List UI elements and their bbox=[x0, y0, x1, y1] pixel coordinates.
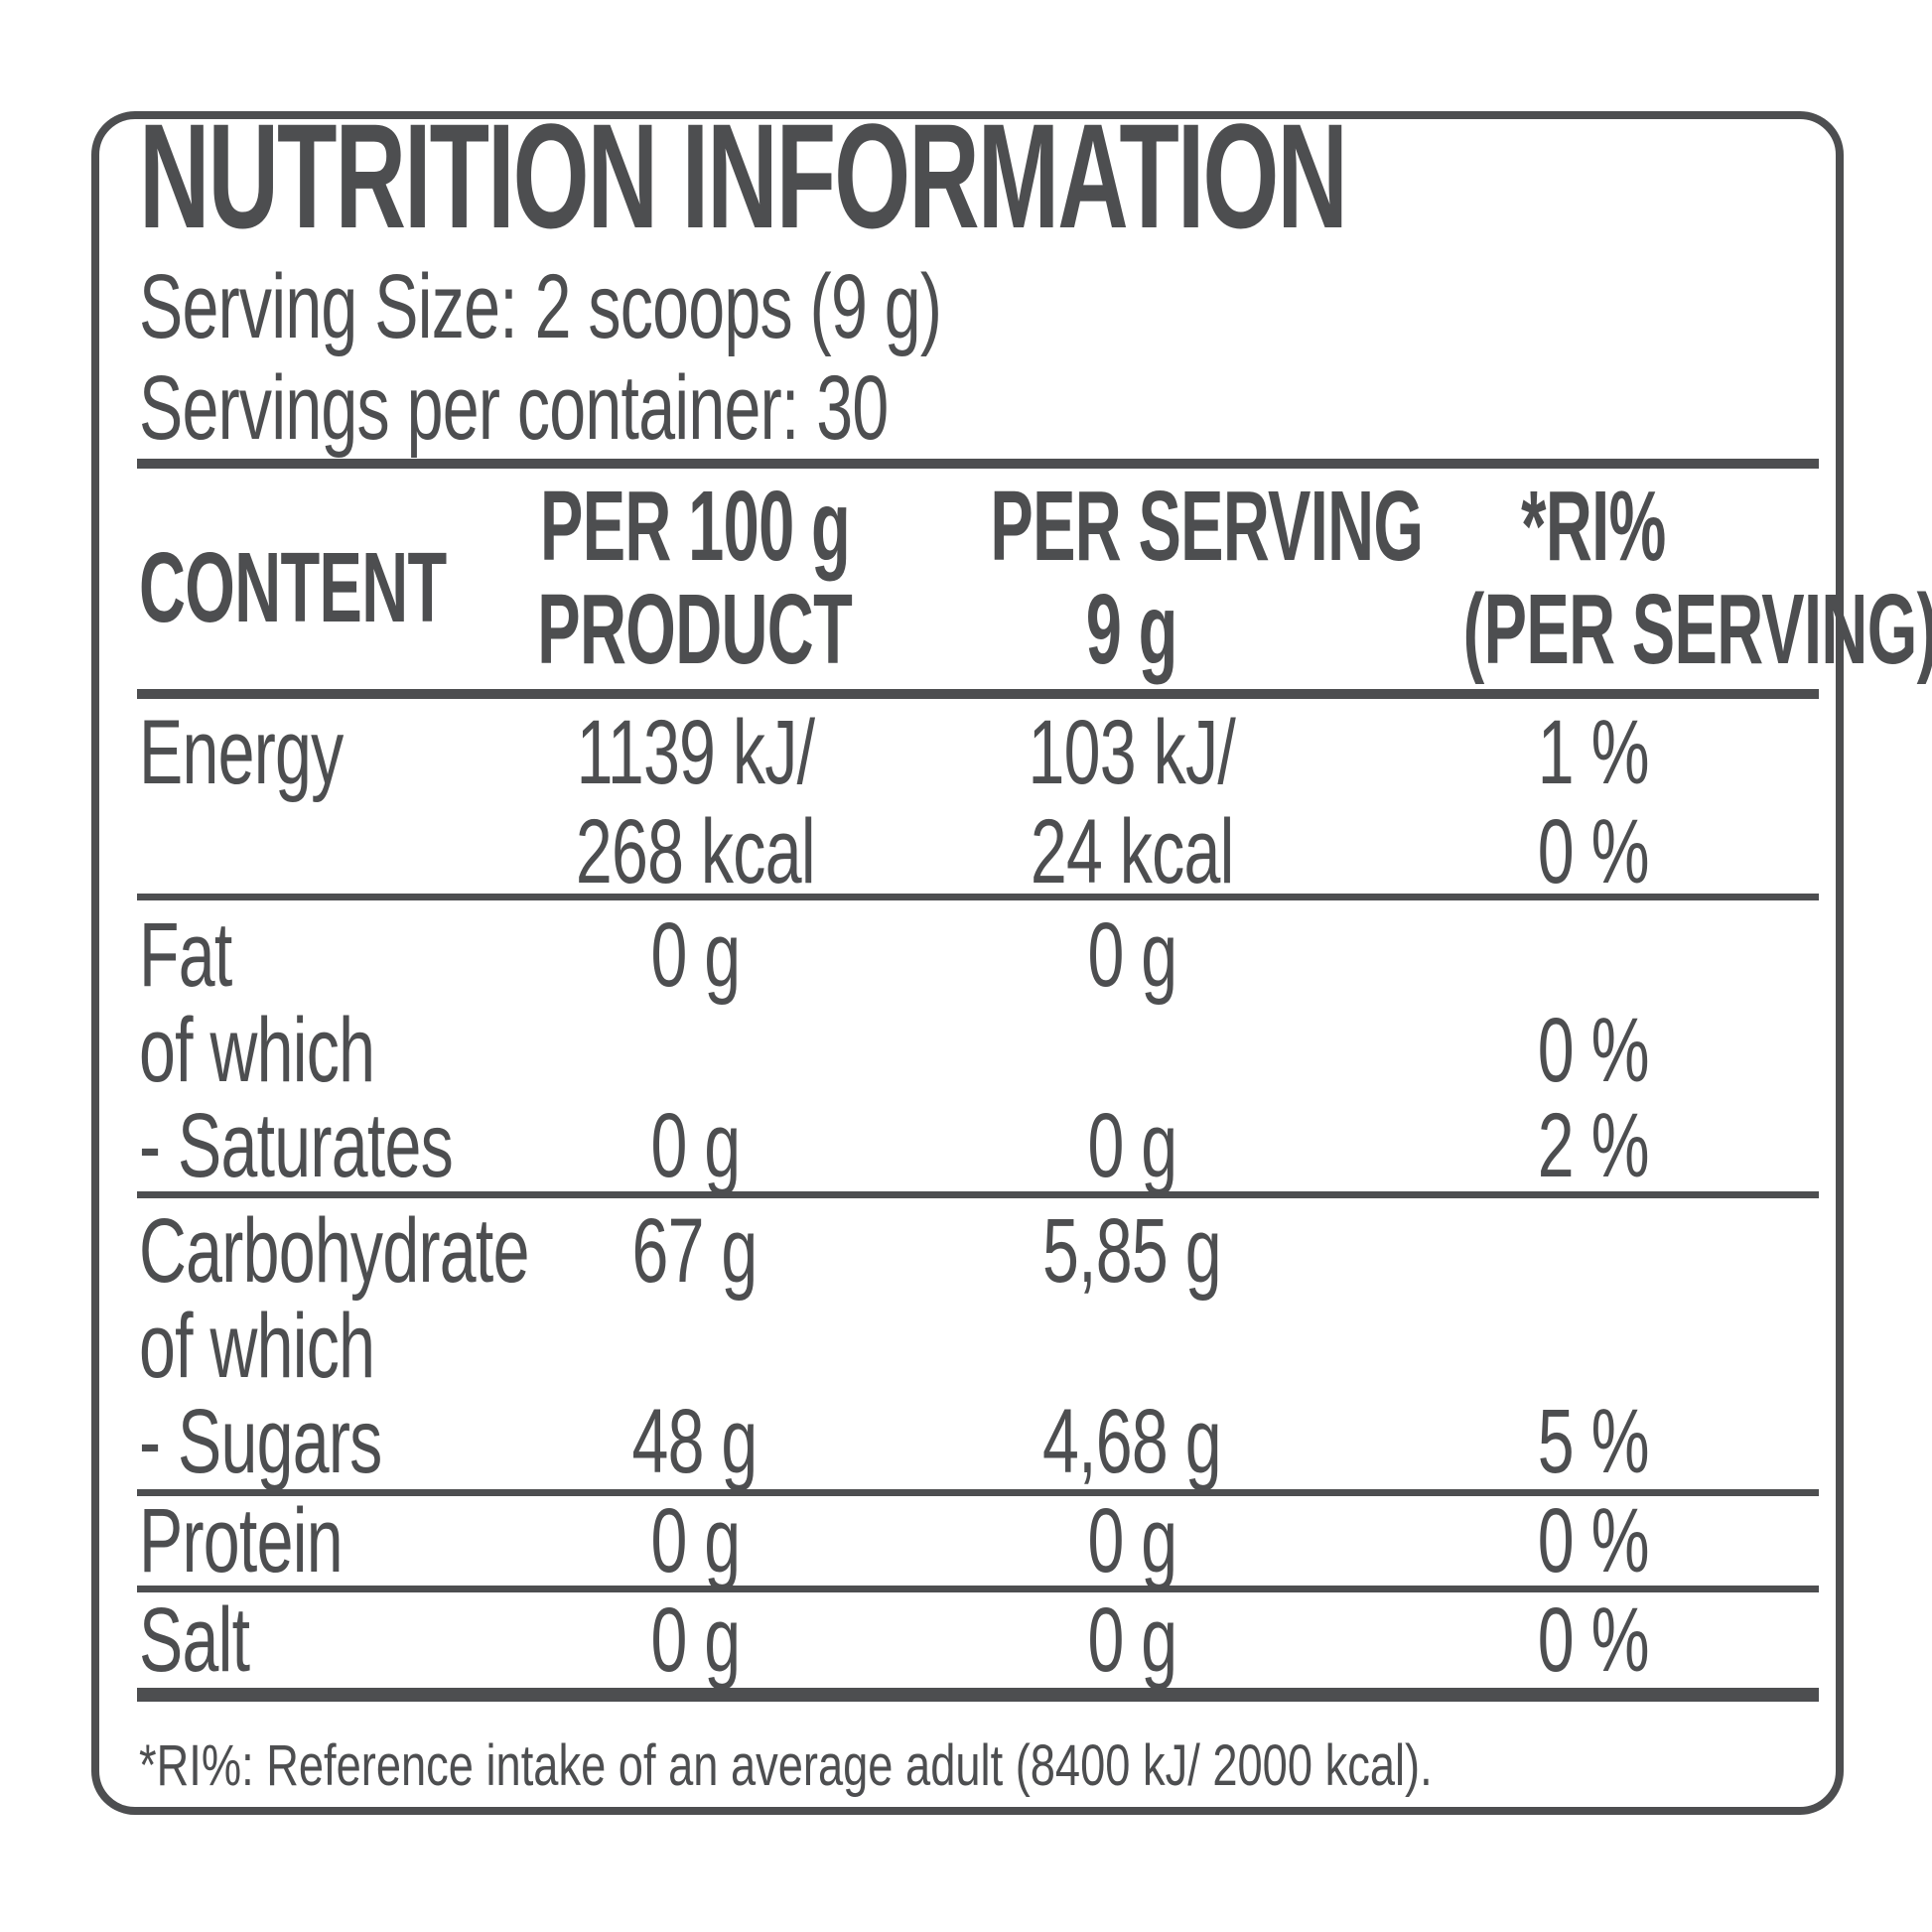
header-serving-line2: 9 g bbox=[1086, 574, 1178, 685]
row-ri-value: 1 % bbox=[1538, 702, 1650, 803]
row-serving-value: 103 kJ/ bbox=[1028, 702, 1236, 803]
divider-under-servings bbox=[137, 459, 1819, 469]
row-serving-value: 5,85 g bbox=[1042, 1200, 1222, 1302]
row-serving-value: 0 g bbox=[1087, 1589, 1177, 1691]
row-ri-value: 0 % bbox=[1538, 1490, 1650, 1591]
divider-under-protein bbox=[137, 1586, 1819, 1592]
servings-per-container-text: Servings per container: 30 bbox=[139, 357, 889, 459]
row-per100-value: 48 g bbox=[631, 1391, 759, 1492]
header-ri-line1: *RI% bbox=[1521, 471, 1666, 582]
table-row-carb-ofwhich: of which bbox=[0, 1297, 1932, 1396]
table-header-line2: PRODUCT 9 g (PER SERVING) bbox=[0, 578, 1932, 681]
table-row-salt: Salt 0 g 0 g 0 % bbox=[0, 1594, 1932, 1686]
table-header-line1: PER 100 g PER SERVING *RI% bbox=[0, 475, 1932, 578]
table-row-saturates: - Saturates 0 g 0 g 2 % bbox=[0, 1096, 1932, 1195]
table-row-carbohydrate: Carbohydrate 67 g 5,85 g bbox=[0, 1201, 1932, 1301]
header-content: CONTENT bbox=[139, 532, 447, 643]
servings-per-container: Servings per container: 30 bbox=[139, 354, 1727, 462]
table-row-fat: Fat 0 g 0 g bbox=[0, 905, 1932, 1005]
table-row-sugars: - Sugars 48 g 4,68 g 5 % bbox=[0, 1392, 1932, 1491]
row-label: of which bbox=[139, 1000, 375, 1101]
row-per100-value: 1139 kJ/ bbox=[576, 702, 814, 803]
divider-under-header bbox=[137, 689, 1819, 699]
header-per100-line1: PER 100 g bbox=[539, 471, 851, 582]
row-ri-value: 2 % bbox=[1538, 1095, 1650, 1196]
row-ri-value: 0 % bbox=[1538, 801, 1650, 902]
row-serving-value: 0 g bbox=[1087, 1490, 1177, 1591]
row-per100-value: 0 g bbox=[650, 1589, 741, 1691]
divider-above-footnote bbox=[137, 1688, 1819, 1702]
header-per100-line2: PRODUCT bbox=[537, 574, 853, 685]
divider-under-saturates bbox=[137, 1191, 1819, 1198]
table-row-fat-ofwhich: of which 0 % bbox=[0, 1001, 1932, 1100]
page-title-text: NUTRITION INFORMATION bbox=[139, 92, 1348, 259]
label-border-box bbox=[91, 111, 1844, 1815]
row-label: Salt bbox=[139, 1589, 250, 1691]
row-per100-value: 0 g bbox=[650, 1095, 741, 1196]
table-row-protein: Protein 0 g 0 g 0 % bbox=[0, 1490, 1932, 1591]
divider-under-energy bbox=[137, 894, 1819, 900]
table-row-energy-kcal: 268 kcal 24 kcal 0 % bbox=[0, 800, 1932, 903]
divider-under-sugars bbox=[137, 1489, 1819, 1496]
serving-size-text: Serving Size: 2 scoops (9 g) bbox=[139, 256, 942, 357]
serving-size: Serving Size: 2 scoops (9 g) bbox=[139, 253, 1727, 360]
row-serving-value: 0 g bbox=[1087, 904, 1177, 1006]
row-per100-value: 0 g bbox=[650, 1490, 741, 1591]
header-ri-line2: (PER SERVING) bbox=[1462, 574, 1932, 685]
row-label: Protein bbox=[139, 1490, 344, 1591]
header-serving-line1: PER SERVING bbox=[990, 471, 1424, 582]
table-header-content-row: CONTENT bbox=[0, 486, 1932, 690]
row-label: Fat bbox=[139, 904, 232, 1006]
table-row-energy: Energy 1139 kJ/ 103 kJ/ 1 % bbox=[0, 701, 1932, 804]
row-per100-value: 67 g bbox=[631, 1200, 759, 1302]
row-per100-value: 268 kcal bbox=[575, 801, 816, 902]
row-label: Energy bbox=[139, 702, 344, 803]
row-per100-value: 0 g bbox=[650, 904, 741, 1006]
row-ri-value: 0 % bbox=[1538, 1000, 1650, 1101]
page-title: NUTRITION INFORMATION bbox=[139, 92, 1932, 259]
row-ri-value: 0 % bbox=[1538, 1589, 1650, 1691]
reference-intake-footnote-text: *RI%: Reference intake of an average adu… bbox=[139, 1733, 1433, 1798]
row-label: - Saturates bbox=[139, 1095, 454, 1196]
row-label: - Sugars bbox=[139, 1391, 382, 1492]
row-label: of which bbox=[139, 1296, 375, 1397]
row-ri-value: 5 % bbox=[1538, 1391, 1650, 1492]
row-serving-value: 0 g bbox=[1087, 1095, 1177, 1196]
row-label: Carbohydrate bbox=[139, 1200, 529, 1302]
row-serving-value: 4,68 g bbox=[1042, 1391, 1222, 1492]
reference-intake-footnote: *RI%: Reference intake of an average adu… bbox=[139, 1712, 1817, 1821]
row-serving-value: 24 kcal bbox=[1030, 801, 1235, 902]
